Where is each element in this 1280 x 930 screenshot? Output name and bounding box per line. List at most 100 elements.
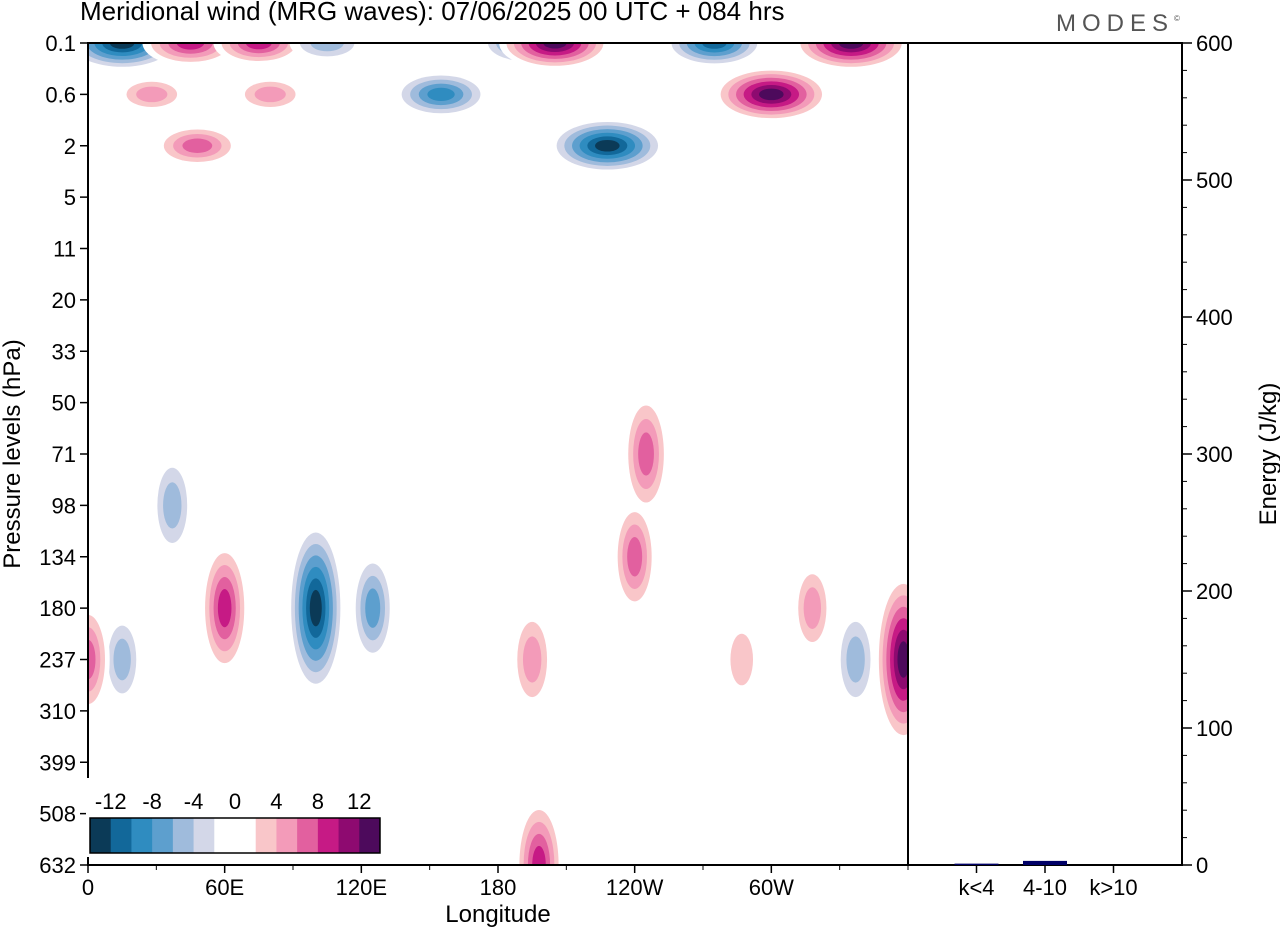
colorbar-swatch: [235, 818, 257, 853]
y-tick-label: 508: [39, 802, 76, 827]
y-tick-label: 180: [39, 596, 76, 621]
wind-anomaly-cell: [287, 521, 345, 696]
wind-anomaly-cell: [393, 71, 490, 118]
heatmap-plot-area: [88, 43, 908, 865]
wind-anomaly-cell: [213, 43, 305, 65]
colorbar-label: 0: [229, 789, 241, 814]
energy-tick-label: 500: [1196, 168, 1233, 193]
contour-band: [254, 86, 286, 103]
contour-band: [163, 482, 182, 529]
wind-anomaly-cell: [623, 392, 669, 516]
energy-tick-label: 300: [1196, 442, 1233, 467]
y-tick-label: 2: [64, 134, 76, 159]
wind-anomaly-cell: [723, 617, 761, 702]
y-tick-label: 20: [52, 288, 76, 313]
contour-band: [245, 43, 272, 50]
colorbar-swatch: [338, 818, 360, 853]
x-tick-label: 120W: [606, 875, 664, 900]
colorbar-swatch: [172, 818, 195, 853]
y-tick-label: 134: [39, 545, 76, 570]
wind-anomaly-cell: [88, 43, 181, 71]
colorbar-swatch: [193, 818, 215, 853]
y-tick-label: 5: [64, 185, 76, 210]
contour-band: [595, 139, 620, 152]
energy-bar: [1023, 860, 1067, 865]
colorbar-label: 4: [270, 789, 282, 814]
y-tick-label: 0.1: [45, 31, 76, 56]
wind-anomaly-cell: [548, 118, 666, 174]
colorbar-frame: [89, 817, 381, 854]
energy-tick-label: 600: [1196, 31, 1233, 56]
contour-band: [365, 588, 381, 628]
wind-contour-field: [88, 43, 908, 865]
energy-panel-frame: [907, 42, 1183, 866]
x-tick-label: 60E: [205, 875, 244, 900]
energy-tick-label: 0: [1196, 853, 1208, 878]
wind-anomaly-cell: [235, 76, 306, 112]
colorbar-swatch: [359, 818, 381, 853]
contour-band: [543, 43, 567, 49]
energy-tick-label: 100: [1196, 716, 1233, 741]
contour-band: [113, 638, 131, 681]
colorbar-swatch: [297, 818, 319, 853]
colorbar-label: -8: [142, 789, 162, 814]
y-tick-label: 50: [52, 391, 76, 416]
contour-band: [309, 589, 322, 627]
x-axis-label: Longitude: [445, 901, 550, 928]
x-tick-label: 60W: [749, 875, 794, 900]
y-tick-label: 237: [39, 648, 76, 673]
contour-band: [427, 87, 455, 101]
y-tick-label: 310: [39, 699, 76, 724]
colorbar-swatch: [317, 818, 340, 853]
y-tick-label: 98: [52, 493, 76, 518]
wind-anomaly-cell: [515, 798, 563, 865]
contour-band: [136, 86, 168, 103]
contour-band: [846, 636, 865, 683]
chart-title: Meridional wind (MRG waves): 07/06/2025 …: [80, 0, 785, 26]
energy-tick-label: 200: [1196, 579, 1233, 604]
colorbar-swatch: [131, 818, 153, 853]
colorbar-label: 12: [347, 789, 371, 814]
wind-anomaly-cell: [88, 602, 110, 717]
contour-band: [182, 138, 213, 153]
colorbar-swatch: [255, 818, 277, 853]
y-tick-label: 632: [39, 853, 76, 878]
colorbar-label: 8: [312, 789, 324, 814]
contour-band: [532, 845, 546, 865]
energy-axis-label: Energy (J/kg): [1255, 383, 1280, 526]
y-tick-label: 11: [53, 237, 76, 262]
x-tick-label: 120E: [336, 875, 387, 900]
colorbar-swatch: [152, 818, 174, 853]
wind-anomaly-cell: [511, 607, 553, 712]
wind-anomaly-cell: [142, 43, 239, 66]
wind-anomaly-cell: [499, 43, 611, 70]
wind-anomaly-cell: [875, 572, 908, 747]
contour-band: [803, 587, 822, 630]
wind-anomaly-cell: [792, 561, 832, 656]
wind-anomaly-cell: [835, 607, 877, 712]
contour-band: [522, 636, 542, 683]
y-tick-label: 33: [52, 339, 76, 364]
wind-anomaly-cell: [200, 541, 249, 676]
wind-anomaly-cell: [351, 551, 395, 666]
x-tick-label: 180: [480, 875, 517, 900]
wind-anomaly-cell: [612, 499, 657, 614]
y-tick-label: 71: [52, 442, 76, 467]
colorbar-swatch: [276, 818, 298, 853]
y-tick-label: 399: [39, 750, 76, 775]
contour-band: [897, 641, 908, 678]
x-tick-label: 0: [82, 875, 94, 900]
wind-anomaly-cell: [154, 124, 241, 167]
colorbar-swatch: [214, 818, 236, 853]
wind-anomaly-cell: [663, 43, 765, 68]
energy-bar: [954, 863, 999, 865]
contour-band: [627, 536, 643, 577]
contour-band: [217, 589, 232, 628]
contour-band: [310, 43, 344, 52]
contour-band: [109, 43, 135, 49]
contour-band: [702, 43, 727, 49]
wind-anomaly-cell: [102, 612, 142, 707]
wind-anomaly-cell: [116, 76, 187, 112]
colorbar-swatch: [110, 818, 132, 853]
